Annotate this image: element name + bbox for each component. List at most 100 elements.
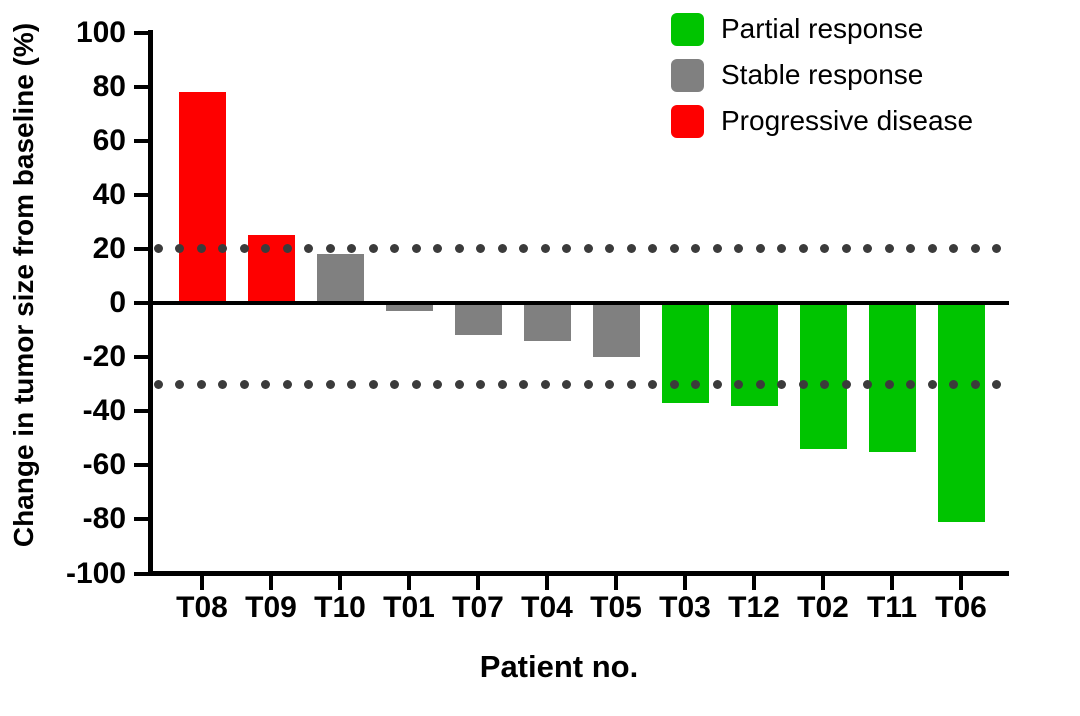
reference-line-dot--30: [927, 379, 937, 389]
reference-line-dot--30: [669, 379, 679, 389]
y-tick-80: [134, 84, 148, 89]
reference-line-dot-20: [153, 244, 163, 254]
x-tick-T05: [614, 576, 618, 590]
reference-line-dot--30: [196, 379, 206, 389]
x-axis-title: Patient no.: [479, 649, 639, 684]
reference-line-dot--30: [626, 379, 636, 389]
bar-T06: [937, 303, 985, 523]
reference-line-dot-20: [175, 244, 184, 254]
x-tick-label-T09: T09: [245, 591, 297, 624]
x-tick-T12: [752, 576, 756, 590]
x-tick-label-T10: T10: [314, 591, 366, 624]
x-tick-label-T12: T12: [728, 591, 780, 624]
reference-line-dot--30: [282, 379, 292, 389]
legend-label-stable: Stable response: [721, 59, 924, 90]
y-tick-label--80: -80: [82, 502, 126, 536]
reference-line-dot-20: [798, 244, 808, 254]
x-tick-label-T05: T05: [590, 591, 642, 624]
bar-T07: [454, 303, 502, 336]
y-tick-60: [134, 138, 148, 143]
y-tick-label-100: 100: [75, 15, 126, 49]
legend-label-partial: Partial response: [721, 13, 924, 44]
reference-line-dot--30: [712, 379, 722, 389]
reference-line-dot--30: [304, 379, 313, 389]
y-tick-label-60: 60: [92, 123, 126, 157]
x-tick-T02: [821, 576, 825, 590]
reference-line-dot-20: [239, 244, 249, 254]
reference-line-dot--30: [583, 379, 593, 389]
x-tick-T07: [476, 576, 480, 590]
y-tick-label--100: -100: [65, 556, 126, 590]
bar-T02: [799, 303, 847, 450]
reference-line-dot--30: [239, 379, 249, 389]
reference-line-dot--30: [949, 379, 958, 389]
reference-line-dot--30: [433, 379, 442, 389]
reference-line-dot--30: [153, 379, 163, 389]
x-tick-label-T06: T06: [935, 591, 987, 624]
y-tick-0: [134, 301, 148, 305]
bar-T10: [316, 254, 364, 303]
zero-line: [148, 301, 1009, 305]
reference-line-dot-20: [669, 244, 679, 254]
reference-line-dot--30: [648, 379, 657, 389]
reference-line-dot-20: [755, 244, 765, 254]
reference-line-dot--30: [540, 379, 550, 389]
x-tick-T03: [683, 576, 687, 590]
x-tick-T09: [269, 576, 273, 590]
reference-line-dot-20: [347, 244, 356, 254]
reference-line-dot-20: [906, 244, 915, 254]
reference-line-dot--30: [841, 379, 851, 389]
x-tick-label-T04: T04: [521, 591, 573, 624]
reference-line-dot--30: [777, 379, 786, 389]
reference-line-dot-20: [304, 244, 313, 254]
reference-line-dot-20: [863, 244, 872, 254]
reference-line-dot--30: [325, 379, 335, 389]
y-tick-label--60: -60: [82, 448, 126, 482]
y-tick-label-20: 20: [92, 231, 126, 265]
reference-line-dot-20: [282, 244, 292, 254]
reference-line-dot-20: [884, 244, 894, 254]
bar-T12: [730, 303, 778, 406]
reference-line-dot--30: [519, 379, 528, 389]
x-tick-label-T03: T03: [659, 591, 711, 624]
reference-line-dot--30: [497, 379, 507, 389]
reference-line-dot-20: [562, 244, 571, 254]
reference-line-dot-20: [497, 244, 507, 254]
x-tick-T06: [959, 576, 963, 590]
legend: Partial response Stable response Progres…: [671, 12, 973, 150]
reference-line-dot-20: [218, 244, 227, 254]
x-tick-label-T07: T07: [452, 591, 504, 624]
reference-line-dot--30: [863, 379, 872, 389]
reference-line-dot--30: [347, 379, 356, 389]
reference-line-dot--30: [884, 379, 894, 389]
reference-line-dot--30: [368, 379, 378, 389]
legend-item-partial-response: Partial response: [671, 12, 973, 46]
reference-line-dot--30: [411, 379, 421, 389]
bar-T11: [868, 303, 916, 452]
x-tick-T08: [200, 576, 204, 590]
y-tick-label-80: 80: [92, 69, 126, 103]
y-tick-40: [134, 192, 148, 197]
reference-line-dot--30: [476, 379, 485, 389]
reference-line-dot-20: [949, 244, 958, 254]
reference-line-dot-20: [970, 244, 980, 254]
reference-line-dot--30: [798, 379, 808, 389]
reference-line-dot-20: [927, 244, 937, 254]
reference-line-dot-20: [841, 244, 851, 254]
x-tick-T01: [407, 576, 411, 590]
y-tick--20: [134, 355, 148, 360]
y-tick--60: [134, 463, 148, 468]
y-tick-20: [134, 246, 148, 251]
y-tick-100: [134, 30, 148, 35]
y-tick-label-0: 0: [109, 286, 126, 319]
reference-line-dot-20: [540, 244, 550, 254]
y-tick-label-40: 40: [92, 177, 126, 211]
reference-line-dot--30: [454, 379, 464, 389]
x-tick-label-T01: T01: [383, 591, 435, 624]
reference-line-dot--30: [992, 379, 1001, 389]
bar-T04: [523, 303, 571, 341]
reference-line-dot-20: [712, 244, 722, 254]
reference-line-dot--30: [218, 379, 227, 389]
